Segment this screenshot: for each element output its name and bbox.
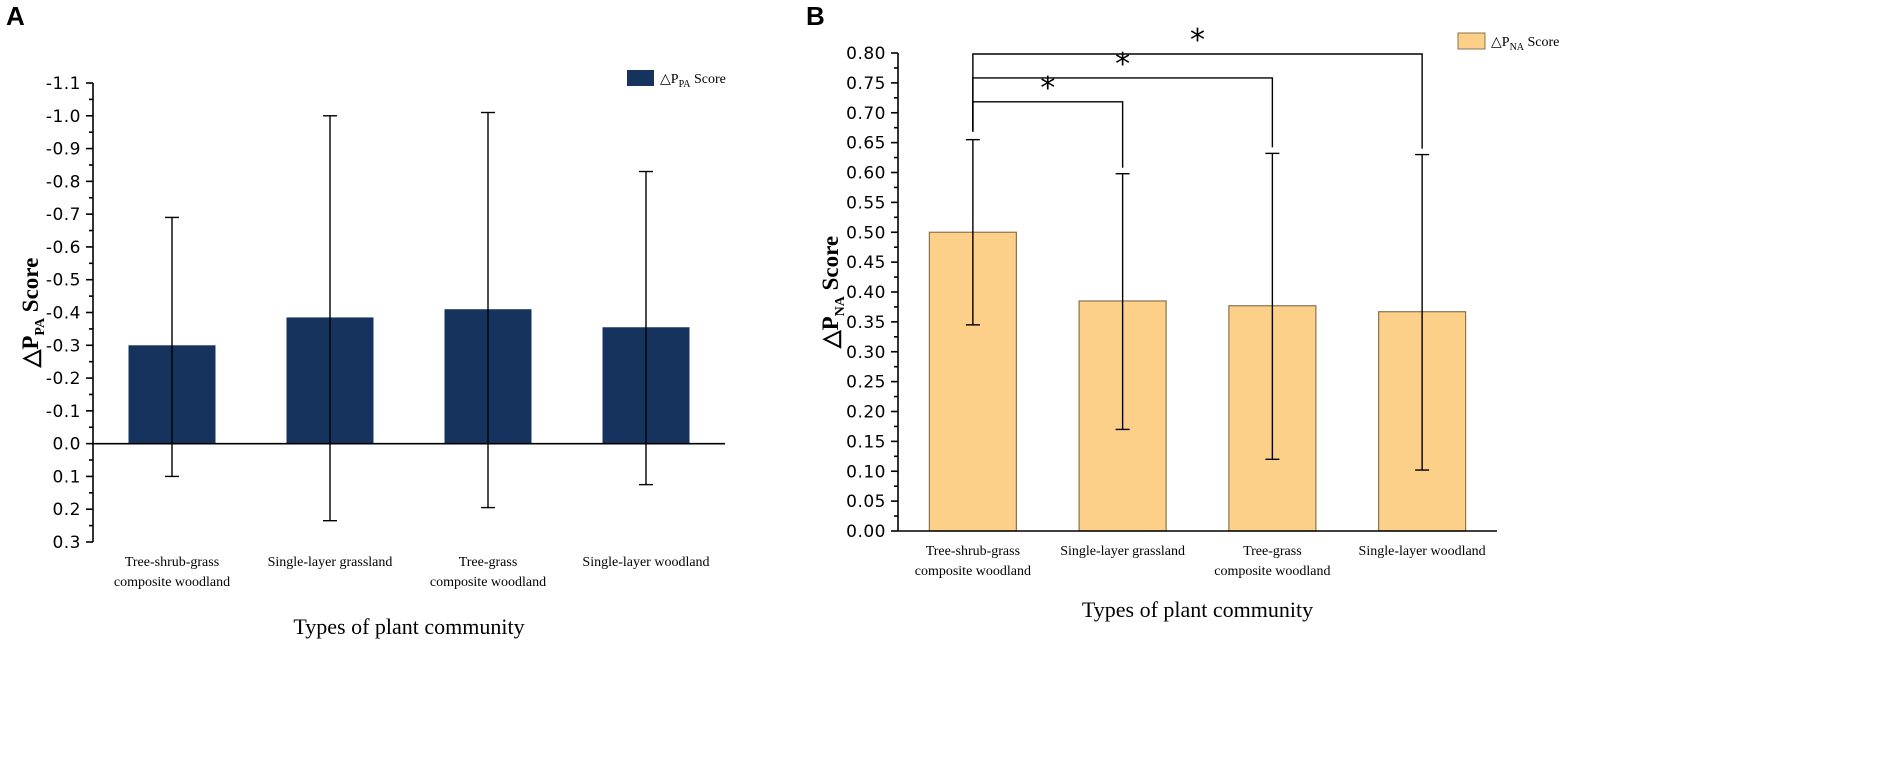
y-tick-label-b-12: 0.60 bbox=[846, 164, 886, 184]
y-tick-label-b-4: 0.20 bbox=[846, 403, 886, 423]
x-category-label-a-1: Single-layer grassland bbox=[268, 555, 393, 570]
panel-letter-b: B bbox=[806, 1, 825, 31]
x-category-line-a-3-0: Single-layer woodland bbox=[582, 555, 709, 570]
y-tick-label-b-13: 0.65 bbox=[846, 134, 886, 154]
y-axis-title-a-main: △P bbox=[18, 336, 43, 369]
x-category-line-b-0-1: composite woodland bbox=[915, 564, 1031, 579]
y-axis-ticks-a: 0.3 0.2 0.1 0.0 -0.1 -0.2 -0.3 -0.4 -0.5 -0.6 -0.7… bbox=[46, 74, 93, 553]
y-tick-label-a-9: -0.6 bbox=[46, 238, 81, 258]
y-tick-label-a-4: -0.1 bbox=[46, 402, 81, 422]
significance-star-b-1: * bbox=[1115, 47, 1130, 82]
error-bars-b bbox=[965, 138, 1430, 471]
y-tick-label-b-9: 0.45 bbox=[846, 253, 886, 273]
x-category-label-a-0: Tree-shrub-grass composite woodland bbox=[114, 555, 230, 590]
x-category-line-a-0-0: Tree-shrub-grass bbox=[125, 555, 219, 570]
legend-b-main: △P bbox=[1491, 35, 1510, 50]
legend-a-main: △P bbox=[660, 72, 679, 87]
legend-swatch-b bbox=[1457, 32, 1486, 50]
y-axis-title-a-sub: PA bbox=[33, 317, 48, 336]
x-category-line-b-2-1: composite woodland bbox=[1214, 564, 1330, 579]
y-tick-label-b-1: 0.05 bbox=[846, 492, 886, 512]
panel-a: A 0.3 0.2 0.1 0.0 -0.1 -0.2 -0.3 -0.4 -0.5 -0.6 -0… bbox=[6, 1, 726, 639]
significance-brackets-b: * * * bbox=[972, 23, 1423, 168]
y-axis-title-b-sub: NA bbox=[833, 295, 848, 316]
panel-b: B 0.000.050.100.150.200.250.300.350.400.… bbox=[806, 1, 1559, 622]
x-category-line-a-2-1: composite woodland bbox=[430, 575, 546, 590]
y-tick-label-a-14: -1.1 bbox=[46, 74, 81, 94]
x-category-line-a-0-1: composite woodland bbox=[114, 575, 230, 590]
significance-bracket-b-2 bbox=[972, 53, 1423, 149]
y-tick-label-b-3: 0.15 bbox=[846, 432, 886, 452]
y-tick-label-a-7: -0.4 bbox=[46, 304, 81, 324]
significance-star-b-0: * bbox=[1040, 71, 1055, 106]
y-tick-label-a-5: -0.2 bbox=[46, 369, 81, 389]
legend-a-sub: PA bbox=[679, 79, 692, 90]
y-tick-label-b-5: 0.25 bbox=[846, 373, 886, 393]
legend-swatch-a bbox=[627, 70, 654, 86]
x-category-label-b-0: Tree-shrub-grass composite woodland bbox=[915, 544, 1031, 579]
x-axis-title-b: Types of plant community bbox=[1082, 597, 1313, 622]
legend-b: △PNA Score bbox=[1457, 32, 1559, 53]
x-category-label-b-1: Single-layer grassland bbox=[1060, 544, 1185, 559]
y-tick-label-a-10: -0.7 bbox=[46, 205, 81, 225]
significance-bracket-b-0 bbox=[972, 101, 1124, 168]
x-category-line-b-3-0: Single-layer woodland bbox=[1359, 544, 1486, 559]
legend-a-tail: Score bbox=[690, 72, 725, 87]
y-tick-label-b-10: 0.50 bbox=[846, 223, 886, 243]
x-axis-title-a: Types of plant community bbox=[293, 614, 524, 639]
y-tick-label-a-3: 0.0 bbox=[52, 435, 81, 455]
y-tick-label-a-6: -0.3 bbox=[46, 336, 81, 356]
y-tick-label-b-15: 0.75 bbox=[846, 74, 886, 94]
x-category-line-a-1-0: Single-layer grassland bbox=[268, 555, 393, 570]
y-tick-label-b-11: 0.55 bbox=[846, 193, 886, 213]
axes-b bbox=[897, 53, 1497, 532]
y-tick-label-b-6: 0.30 bbox=[846, 343, 886, 363]
x-category-line-a-2-0: Tree-grass bbox=[459, 555, 518, 570]
bars-a bbox=[128, 309, 690, 444]
x-category-label-b-2: Tree-grass composite woodland bbox=[1214, 544, 1330, 579]
legend-label-b: △PNA Score bbox=[1491, 35, 1559, 53]
bars-b bbox=[928, 231, 1467, 532]
significance-star-b-2: * bbox=[1190, 23, 1205, 58]
y-axis-title-b-tail: Score bbox=[818, 236, 843, 296]
legend-b-sub: NA bbox=[1510, 42, 1525, 53]
x-category-line-b-2-0: Tree-grass bbox=[1243, 544, 1302, 559]
y-tick-label-b-7: 0.35 bbox=[846, 313, 886, 333]
legend-label-a: △PPA Score bbox=[660, 72, 726, 90]
y-tick-label-b-2: 0.10 bbox=[846, 462, 886, 482]
y-axis-title-b: △PNA Score bbox=[818, 236, 848, 349]
legend-a: △PPA Score bbox=[627, 70, 726, 90]
y-tick-label-a-12: -0.9 bbox=[46, 140, 81, 160]
y-tick-label-a-0: 0.3 bbox=[52, 533, 81, 553]
y-tick-label-b-0: 0.00 bbox=[846, 522, 886, 542]
x-axis-categories-a: Tree-shrub-grass composite woodland Single… bbox=[114, 555, 710, 590]
y-tick-label-a-8: -0.5 bbox=[46, 271, 81, 291]
y-tick-label-a-13: -1.0 bbox=[46, 107, 81, 127]
panel-letter-a: A bbox=[6, 1, 25, 31]
axes-a bbox=[92, 83, 725, 542]
y-axis-ticks-b: 0.00 0.05 0.10 0.15 0.20 0.25 0.30 0.35 0.40 0.45… bbox=[846, 44, 898, 542]
x-category-label-b-3: Single-layer woodland bbox=[1359, 544, 1486, 559]
error-bars-a bbox=[165, 111, 653, 522]
y-axis-title-b-main: △P bbox=[818, 316, 843, 349]
x-axis-categories-b: Tree-shrub-grass composite woodland Single… bbox=[915, 544, 1486, 579]
y-tick-label-b-8: 0.40 bbox=[846, 283, 886, 303]
x-category-line-b-1-0: Single-layer grassland bbox=[1060, 544, 1185, 559]
y-axis-title-a-tail: Score bbox=[18, 258, 43, 318]
legend-b-tail: Score bbox=[1524, 35, 1559, 50]
y-tick-label-b-16: 0.80 bbox=[846, 44, 886, 64]
y-tick-label-b-14: 0.70 bbox=[846, 104, 886, 124]
y-tick-label-a-1: 0.2 bbox=[52, 500, 81, 520]
x-category-line-b-0-0: Tree-shrub-grass bbox=[926, 544, 1020, 559]
y-axis-title-a: △PPA Score bbox=[18, 258, 48, 369]
x-category-label-a-3: Single-layer woodland bbox=[582, 555, 709, 570]
y-tick-label-a-2: 0.1 bbox=[52, 467, 81, 487]
y-tick-label-a-11: -0.8 bbox=[46, 172, 81, 192]
x-category-label-a-2: Tree-grass composite woodland bbox=[430, 555, 546, 590]
